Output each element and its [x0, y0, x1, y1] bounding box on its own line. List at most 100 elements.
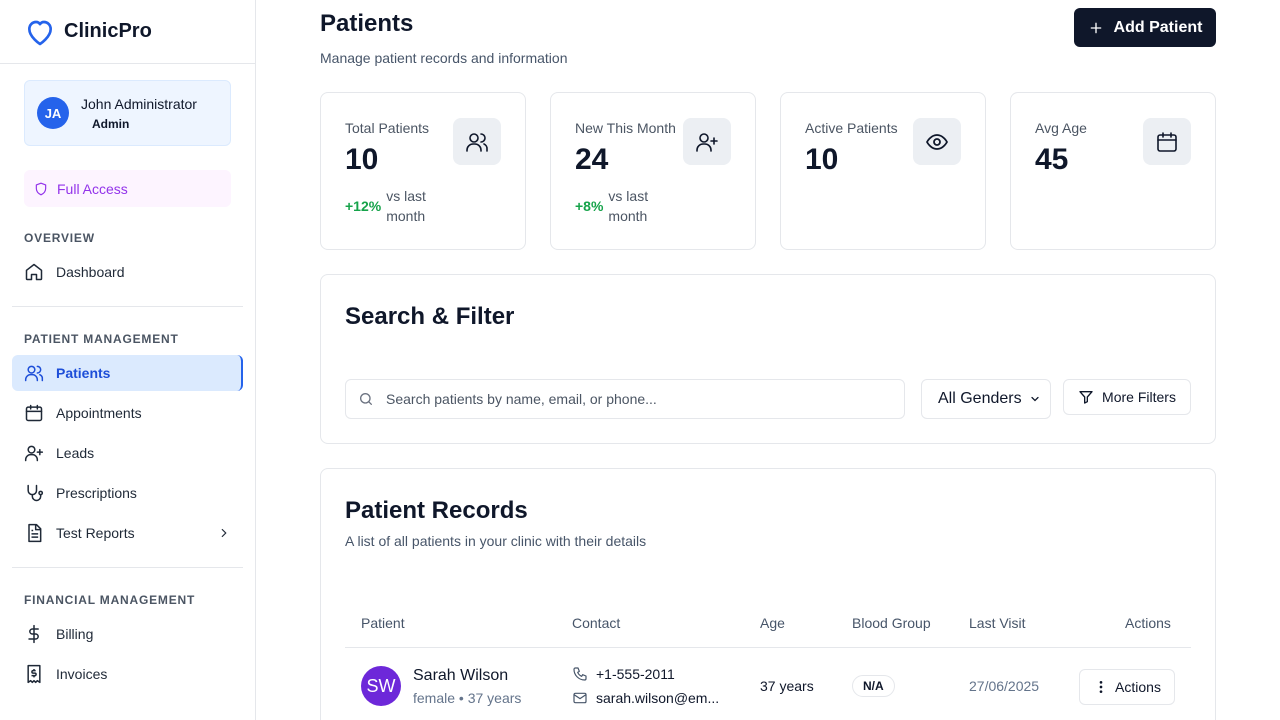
blood-group-badge: N/A: [852, 675, 895, 697]
avatar: JA: [37, 97, 69, 129]
row-actions-button[interactable]: Actions: [1079, 669, 1175, 705]
search-icon: [360, 393, 372, 405]
chevron-down-icon: [1031, 396, 1039, 402]
gender-select-value: All Genders: [938, 390, 1022, 407]
access-label: Full Access: [57, 180, 128, 197]
sidebar-item-label: Invoices: [56, 666, 108, 682]
shield-icon: [35, 182, 47, 195]
column-header-age[interactable]: Age: [760, 615, 785, 631]
section-title-financial-management: FINANCIAL MANAGEMENT: [24, 593, 196, 607]
section-title-patient-management: PATIENT MANAGEMENT: [24, 332, 179, 346]
patient-age: 37 years: [760, 678, 814, 694]
stat-card-new-this-month: New This Month 24 +8% vs last month: [550, 92, 756, 250]
calendar-icon: [25, 404, 43, 422]
stethoscope-icon: [27, 484, 44, 502]
column-header-last-visit[interactable]: Last Visit: [969, 615, 1026, 631]
user-plus-icon: [24, 445, 44, 462]
stat-card-avg-age: Avg Age 45: [1010, 92, 1216, 250]
sidebar-item-leads[interactable]: Leads: [12, 435, 243, 471]
trend-value: +8%: [575, 198, 604, 214]
access-badge: Full Access: [24, 170, 231, 207]
sidebar-item-label: Appointments: [56, 405, 142, 421]
search-box[interactable]: [345, 379, 905, 419]
patient-last-visit: 27/06/2025: [969, 678, 1040, 694]
gender-select[interactable]: All Genders: [921, 379, 1051, 419]
dollar-icon: [28, 624, 39, 644]
user-role: Admin: [92, 116, 130, 131]
phone-icon: [573, 667, 587, 681]
stat-value: 45: [1035, 143, 1069, 176]
eye-icon: [926, 133, 948, 150]
sidebar-item-billing[interactable]: Billing: [12, 616, 243, 652]
sidebar-item-label: Dashboard: [56, 264, 125, 280]
column-header-blood-group[interactable]: Blood Group: [852, 615, 931, 631]
receipt-icon: [27, 664, 41, 684]
file-text-icon: [28, 523, 42, 543]
patient-name[interactable]: Sarah Wilson: [413, 667, 509, 684]
sidebar-item-label: Test Reports: [56, 525, 135, 541]
heart-icon: [28, 20, 52, 45]
stat-value: 24: [575, 143, 609, 176]
search-input[interactable]: [386, 391, 886, 407]
column-header-patient[interactable]: Patient: [361, 615, 405, 631]
sidebar-item-label: Patients: [56, 365, 111, 381]
stat-trend: +8% vs last month: [575, 186, 668, 226]
column-header-actions: Actions: [1125, 615, 1171, 631]
patient-records-subtitle: A list of all patients in your clinic wi…: [345, 533, 647, 549]
user-name: John Administrator: [81, 95, 197, 112]
stat-label: New This Month: [575, 120, 676, 136]
brand[interactable]: ClinicPro: [0, 0, 255, 64]
table-header-divider: [345, 647, 1191, 648]
sidebar-item-prescriptions[interactable]: Prescriptions: [12, 475, 243, 511]
users-icon: [24, 365, 44, 382]
stat-trend: +12% vs last month: [345, 186, 446, 226]
sidebar-item-dashboard[interactable]: Dashboard: [12, 254, 243, 290]
patient-records-panel: Patient Records A list of all patients i…: [320, 468, 1216, 720]
sidebar: ClinicPro JA John Administrator Admin Fu…: [0, 0, 256, 720]
stat-value: 10: [805, 143, 839, 176]
patient-phone: +1-555-2011: [572, 666, 675, 682]
sidebar-item-label: Prescriptions: [56, 485, 137, 501]
sidebar-divider: [12, 306, 243, 307]
add-patient-button[interactable]: Add Patient: [1074, 8, 1216, 47]
filter-icon: [1079, 391, 1093, 404]
sidebar-item-test-reports[interactable]: Test Reports: [12, 515, 243, 551]
stat-card-active-patients: Active Patients 10: [780, 92, 986, 250]
sidebar-item-patients[interactable]: Patients: [12, 355, 243, 391]
search-filter-title: Search & Filter: [345, 303, 515, 330]
patient-records-title: Patient Records: [345, 497, 528, 524]
more-filters-button[interactable]: More Filters: [1063, 379, 1191, 415]
column-header-contact[interactable]: Contact: [572, 615, 621, 631]
trend-value: +12%: [345, 198, 382, 214]
stat-value: 10: [345, 143, 379, 176]
plus-icon: [1090, 22, 1101, 33]
stat-label: Avg Age: [1035, 120, 1087, 136]
patient-meta: female • 37 years: [413, 690, 522, 706]
stat-label: Active Patients: [805, 120, 898, 136]
stat-label: Total Patients: [345, 120, 430, 136]
stat-card-total-patients: Total Patients 10 +12% vs last month: [320, 92, 526, 250]
chevron-right-icon[interactable]: [217, 526, 231, 540]
calendar-icon: [1157, 131, 1177, 152]
trend-text: vs last month: [608, 188, 649, 224]
search-filter-panel: Search & Filter All Genders More Filters: [320, 274, 1216, 444]
trend-text: vs last month: [386, 188, 426, 224]
sidebar-item-label: Leads: [56, 445, 95, 461]
sidebar-item-invoices[interactable]: Invoices: [12, 656, 243, 692]
sidebar-item-label: Billing: [56, 626, 94, 642]
row-actions-label: Actions: [1115, 679, 1161, 695]
more-filters-label: More Filters: [1102, 389, 1176, 405]
more-vertical-icon: [1099, 681, 1103, 693]
page-subtitle: Manage patient records and information: [320, 50, 568, 66]
patient-email: sarah.wilson@em...: [572, 690, 719, 706]
patient-avatar: SW: [361, 666, 401, 706]
home-icon: [25, 263, 43, 281]
patient-email-text: sarah.wilson@em...: [596, 690, 720, 706]
brand-name: ClinicPro: [64, 20, 152, 42]
page-title: Patients: [320, 10, 414, 37]
user-plus-icon: [696, 132, 718, 152]
section-title-overview: OVERVIEW: [24, 231, 95, 245]
user-card[interactable]: JA John Administrator Admin: [24, 80, 231, 146]
sidebar-item-appointments[interactable]: Appointments: [12, 395, 243, 431]
users-icon: [466, 132, 488, 152]
